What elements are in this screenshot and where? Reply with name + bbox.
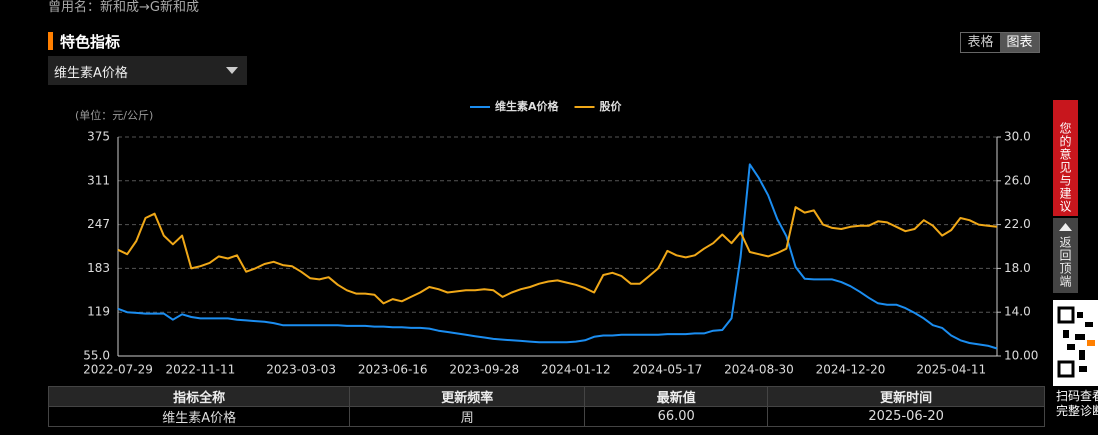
series-line [117, 206, 998, 305]
qr-pattern [1057, 306, 1095, 378]
table-cell: 66.00 [584, 406, 769, 427]
y-tick-label: 183 [87, 261, 110, 275]
qr-code [1053, 300, 1098, 386]
y2-tick-label: 14.0 [1004, 305, 1031, 319]
x-tick-label: 2023-06-16 [358, 363, 428, 377]
series-line [117, 163, 998, 350]
chart-button[interactable]: 图表 [1000, 33, 1039, 52]
column-header: 更新频率 [349, 386, 586, 407]
dropdown-arrow [226, 67, 238, 74]
view-toggle: 表格 图表 [960, 32, 1040, 53]
legend-label: 维生素A价格 [495, 99, 560, 113]
y2-tick-label: 18.0 [1004, 261, 1031, 275]
y2-tick-label: 22.0 [1004, 217, 1031, 231]
x-tick-label: 2023-09-28 [449, 363, 519, 377]
table-cell: 2025-06-20 [767, 406, 1045, 427]
table-row: 维生素A价格周 66.00 2025-06-20 [47, 406, 1045, 427]
section-title: 特色指标 [60, 33, 121, 51]
y-tick-label: 55.0 [83, 349, 110, 363]
y-tick-label: 247 [87, 217, 110, 231]
x-tick-label: 2024-05-17 [633, 363, 703, 377]
chart: (单位：元/公斤) 55.0 119 183 247 311 375 10.00 14.0 18… [75, 99, 1038, 377]
table-header: 指标全称 更新频率 最新值 更新时间 [47, 386, 1045, 407]
y-tick-label: 119 [87, 305, 110, 319]
table-cell: 周 [349, 406, 586, 427]
up-arrow [1059, 223, 1072, 231]
column-header: 指标全称 [47, 386, 351, 407]
back-to-top-text: 返回顶端 [1058, 236, 1072, 288]
column-header: 最新值 [584, 386, 769, 407]
title-marker [48, 32, 53, 50]
feedback-button[interactable]: 您的意见与建议 [1053, 100, 1078, 216]
unit-label: (单位：元/公斤) [75, 108, 153, 122]
feedback-text: 您的意见与建议 [1058, 122, 1072, 213]
x-tick-label: 2022-11-11 [166, 363, 236, 377]
legend-label: 股价 [600, 100, 623, 113]
qr-caption-line: 完整诊断 [1056, 404, 1098, 418]
column-header: 更新时间 [767, 386, 1045, 407]
table-cell: 维生素A价格 [47, 406, 351, 427]
x-tick-label: 2023-03-03 [266, 363, 336, 377]
y-tick-label: 375 [87, 130, 110, 144]
y2-tick-label: 30.0 [1004, 130, 1031, 144]
back-to-top[interactable]: 返回顶端 [1053, 218, 1078, 293]
dropdown-text: 维生素A价格 [54, 66, 128, 81]
y-tick-label: 311 [87, 173, 110, 187]
x-tick-label: 2024-08-30 [724, 363, 794, 377]
indicator-table: 指标全称 更新频率 最新值 更新时间 维生素A价格周 66.00 2025-06-20 [47, 386, 1045, 427]
x-tick-label: 2024-01-12 [541, 363, 611, 377]
x-tick-label: 2024-12-20 [816, 363, 886, 377]
qr-caption: 扫码查看 完整诊断 [1056, 389, 1098, 419]
indicator-dropdown[interactable]: 维生素A价格 [48, 56, 247, 85]
x-tick-label: 2022-07-29 [83, 363, 153, 377]
x-tick-label: 2025-04-11 [916, 363, 986, 377]
former-name: 曾用名：新和成→G新和成 [48, 0, 199, 15]
y2-tick-label: 26.0 [1004, 173, 1031, 187]
qr-caption-line: 扫码查看 [1056, 389, 1098, 403]
y2-tick-label: 10.00 [1004, 349, 1038, 363]
table-button[interactable]: 表格 [967, 35, 994, 50]
